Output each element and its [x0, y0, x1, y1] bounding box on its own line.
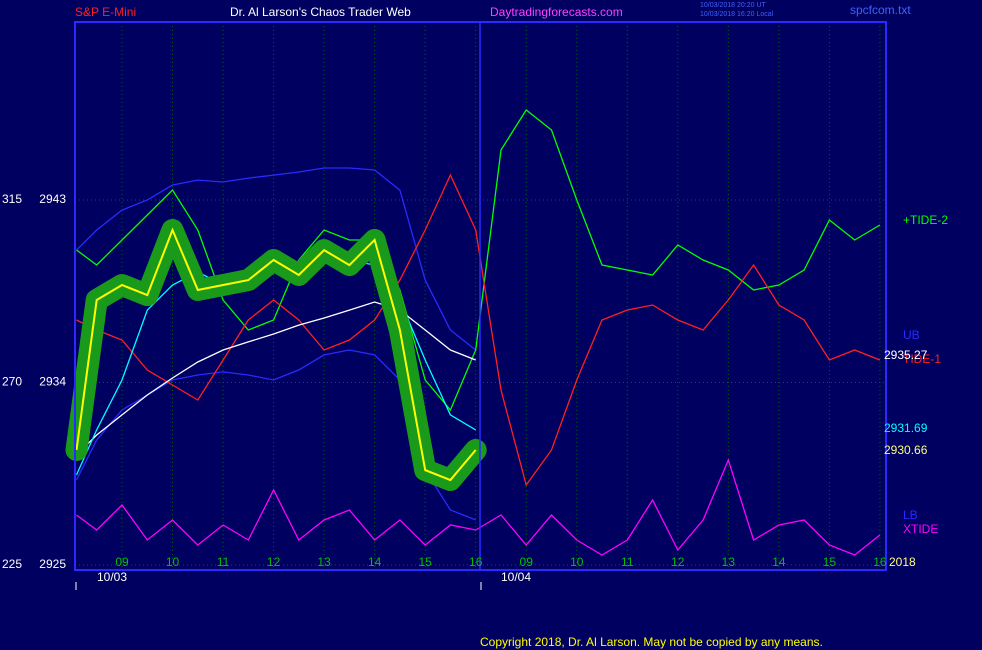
series-line	[75, 227, 477, 482]
x-tick-label: 10	[166, 555, 180, 569]
y2-tick-label: 315	[2, 192, 22, 206]
readout: 2935.27	[884, 348, 928, 362]
series-line	[76, 173, 881, 487]
x-tick-label: 13	[722, 555, 736, 569]
chart-title: Dr. Al Larson's Chaos Trader Web	[230, 5, 411, 19]
copyright: Copyright 2018, Dr. Al Larson. May not b…	[480, 635, 823, 649]
y-tick-label: 2925	[39, 557, 66, 571]
x-tick-label: 12	[267, 555, 281, 569]
y2-tick-label: 225	[2, 557, 22, 571]
timestamp: 10/03/2018 20:20 UT	[700, 2, 766, 9]
timestamp: 10/03/2018 16:20 Local	[700, 11, 774, 18]
series-label: TIDE-1	[903, 352, 941, 366]
series-line	[76, 109, 881, 412]
x-tick-label: 15	[823, 555, 837, 569]
website: Daytradingforecasts.com	[490, 5, 623, 19]
y-tick-label: 2934	[39, 375, 66, 389]
x-tick-label: 14	[772, 555, 786, 569]
x-tick-label: 16	[469, 555, 483, 569]
x-tick-label: 13	[317, 555, 331, 569]
x-tick-label: 09	[520, 555, 534, 569]
x-tick-label: 16	[873, 555, 887, 569]
x-tick-label: 09	[115, 555, 129, 569]
x-tick-label: 15	[418, 555, 432, 569]
series-line	[76, 167, 477, 351]
series-label: +TIDE-2	[903, 213, 948, 227]
plot	[65, 109, 881, 556]
readout: 2930.66	[884, 443, 928, 457]
series-line	[76, 301, 476, 456]
x-tick-label: 11	[217, 555, 230, 569]
instrument: S&P E-Mini	[75, 5, 136, 19]
x-tick-label: 10	[570, 555, 584, 569]
year-label: 2018	[889, 555, 916, 569]
x-tick-label: 11	[621, 555, 634, 569]
x-tick-label: 14	[368, 555, 382, 569]
y-tick-label: 2943	[39, 192, 66, 206]
y2-tick-label: 270	[2, 375, 22, 389]
date-label: 10/03	[97, 570, 127, 584]
series-line	[76, 458, 881, 556]
date-label: 10/04	[501, 570, 531, 584]
series-label: LB	[903, 508, 918, 522]
series-label: XTIDE	[903, 522, 938, 536]
readout: 2931.69	[884, 421, 928, 435]
file-name: spcfcom.txt	[850, 3, 911, 17]
x-tick-label: 12	[671, 555, 685, 569]
series-label: UB	[903, 328, 920, 342]
